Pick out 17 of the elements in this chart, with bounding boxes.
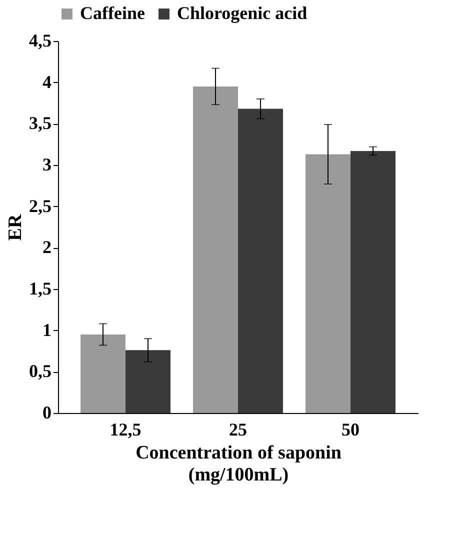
y-tick-label: 2 (42, 237, 52, 258)
legend-label: Chlorogenic acid (177, 3, 308, 23)
x-tick-label: 50 (342, 420, 360, 440)
y-tick-label: 0 (42, 402, 52, 422)
y-tick-label: 2,5 (29, 196, 52, 216)
x-tick-label: 12,5 (110, 420, 142, 440)
y-tick-label: 4,5 (29, 30, 52, 50)
legend-label: Caffeine (80, 3, 145, 23)
y-axis-title: ER (5, 214, 26, 241)
y-tick-label: 3 (42, 154, 52, 174)
y-tick-label: 0,5 (29, 361, 52, 382)
y-tick-label: 1 (42, 320, 52, 340)
x-tick-label: 25 (229, 420, 247, 440)
y-tick-label: 1,5 (29, 278, 52, 298)
y-tick-label: 4 (42, 72, 52, 92)
x-axis-title: Concentration of saponin (mg/100mL) (136, 442, 342, 486)
y-tick-label: 3,5 (29, 113, 52, 134)
